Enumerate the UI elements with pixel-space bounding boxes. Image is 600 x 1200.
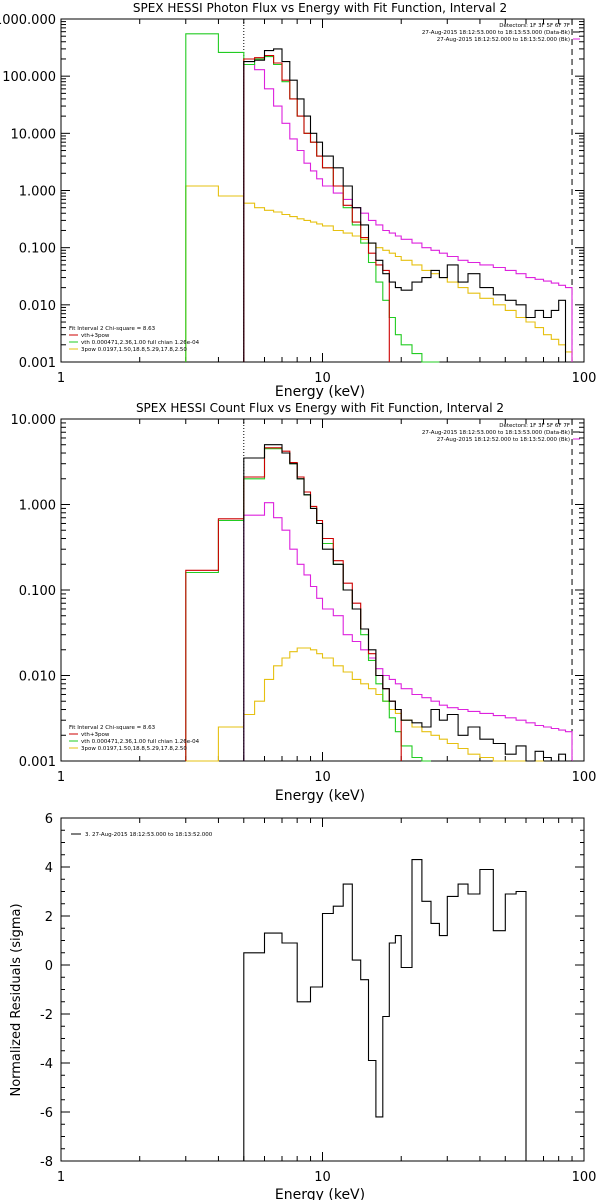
legend-text: 3. 27-Aug-2015 18:12:53.000 to 18:13:52.… bbox=[85, 832, 213, 838]
series-line-pow bbox=[185, 647, 544, 762]
legend-text: vth 0.000471,2.36,1.00 full chian 1.26e-… bbox=[81, 739, 200, 745]
info-text: Detectors: 1F 3F 5F 6F 7F bbox=[499, 423, 570, 429]
series-line-total bbox=[185, 447, 402, 761]
y-tick-label: 1.000 bbox=[19, 185, 56, 200]
y-tick-label: 0.100 bbox=[19, 584, 56, 599]
info-text: Detectors: 1F 3F 5F 6F 7F bbox=[499, 23, 570, 29]
count-flux-panel: SPEX HESSI Count Flux vs Energy with Fit… bbox=[11, 401, 597, 804]
series-line-pow bbox=[185, 185, 573, 362]
x-tick-label: 10 bbox=[314, 1170, 331, 1185]
y-tick-label: 0.100 bbox=[19, 242, 56, 257]
legend-text: Fit Interval 2 Chi-square = 8.63 bbox=[69, 725, 156, 731]
y-tick-label: 1000.000 bbox=[0, 13, 56, 28]
legend-text: 3pow 0.0197,1.50,18.8,5.29,17.8,2.50 bbox=[81, 347, 187, 353]
legend-text: Fit Interval 2 Chi-square = 8.63 bbox=[69, 326, 156, 332]
y-tick-label: 100.000 bbox=[2, 70, 56, 85]
y-tick-label: 4 bbox=[45, 861, 53, 876]
series-line-vth bbox=[185, 33, 440, 363]
legend-text: vth+3pow bbox=[81, 333, 110, 339]
legend-text: vth 0.000471,2.36,1.00 full chian 1.26e-… bbox=[81, 340, 200, 346]
y-tick-label: 2 bbox=[45, 910, 53, 925]
x-tick-label: 100 bbox=[572, 770, 597, 785]
x-axis-label-photon: Energy (keV) bbox=[275, 384, 365, 400]
info-text: 27-Aug-2015 18:12:53.000 to 18:13:53.000… bbox=[422, 430, 570, 436]
legend-text: 3pow 0.0197,1.50,18.8,5.29,17.8,2.50 bbox=[81, 746, 187, 752]
residuals-panel: Energy (keV) Normalized Residuals (sigma… bbox=[9, 812, 596, 1200]
x-tick-label: 100 bbox=[572, 371, 597, 386]
y-tick-label: -6 bbox=[40, 1106, 53, 1121]
y-tick-label: 0.010 bbox=[19, 299, 56, 314]
info-text: 27-Aug-2015 18:12:52.000 to 18:13:52.000… bbox=[437, 437, 570, 443]
x-tick-label: 1 bbox=[57, 371, 65, 386]
y-tick-label: -2 bbox=[40, 1008, 53, 1023]
chart-title-count: SPEX HESSI Count Flux vs Energy with Fit… bbox=[136, 401, 504, 415]
chart-title-photon: SPEX HESSI Photon Flux vs Energy with Fi… bbox=[133, 1, 507, 15]
y-tick-label: 6 bbox=[45, 812, 53, 827]
y-tick-label: 0 bbox=[45, 959, 53, 974]
y-tick-label: -4 bbox=[40, 1057, 53, 1072]
y-tick-label: 10.000 bbox=[11, 413, 57, 428]
series-line-data bbox=[243, 859, 527, 1161]
x-axis-label-count: Energy (keV) bbox=[275, 788, 365, 804]
series-line-bk bbox=[243, 502, 573, 761]
y-tick-label: -8 bbox=[40, 1155, 53, 1170]
legend-text: vth+3pow bbox=[81, 732, 110, 738]
y-tick-label: 0.001 bbox=[19, 356, 56, 371]
y-tick-label: 0.001 bbox=[19, 755, 56, 770]
y-tick-label: 10.000 bbox=[11, 127, 57, 142]
series-line-total bbox=[243, 54, 390, 362]
x-tick-label: 100 bbox=[572, 1170, 597, 1185]
photon-flux-panel: SPEX HESSI Photon Flux vs Energy with Fi… bbox=[0, 1, 596, 400]
series-line-bk bbox=[243, 63, 573, 362]
x-tick-label: 10 bbox=[314, 371, 331, 386]
info-text: 27-Aug-2015 18:12:52.000 to 18:13:52.000… bbox=[437, 37, 570, 43]
x-tick-label: 10 bbox=[314, 770, 331, 785]
series-line-vth bbox=[185, 448, 431, 762]
plot-frame bbox=[60, 418, 585, 762]
y-tick-label: 1.000 bbox=[19, 499, 56, 514]
x-axis-label-residuals: Energy (keV) bbox=[275, 1187, 365, 1200]
plot-frame bbox=[60, 817, 585, 1162]
y-tick-label: 0.010 bbox=[19, 670, 56, 685]
x-tick-label: 1 bbox=[57, 1170, 65, 1185]
y-axis-label-residuals: Normalized Residuals (sigma) bbox=[9, 903, 24, 1096]
x-tick-label: 1 bbox=[57, 770, 65, 785]
series-line-data bbox=[243, 48, 567, 362]
series-line-data bbox=[243, 444, 572, 762]
info-text: 27-Aug-2015 18:12:53.000 to 18:13:53.000… bbox=[422, 30, 570, 36]
